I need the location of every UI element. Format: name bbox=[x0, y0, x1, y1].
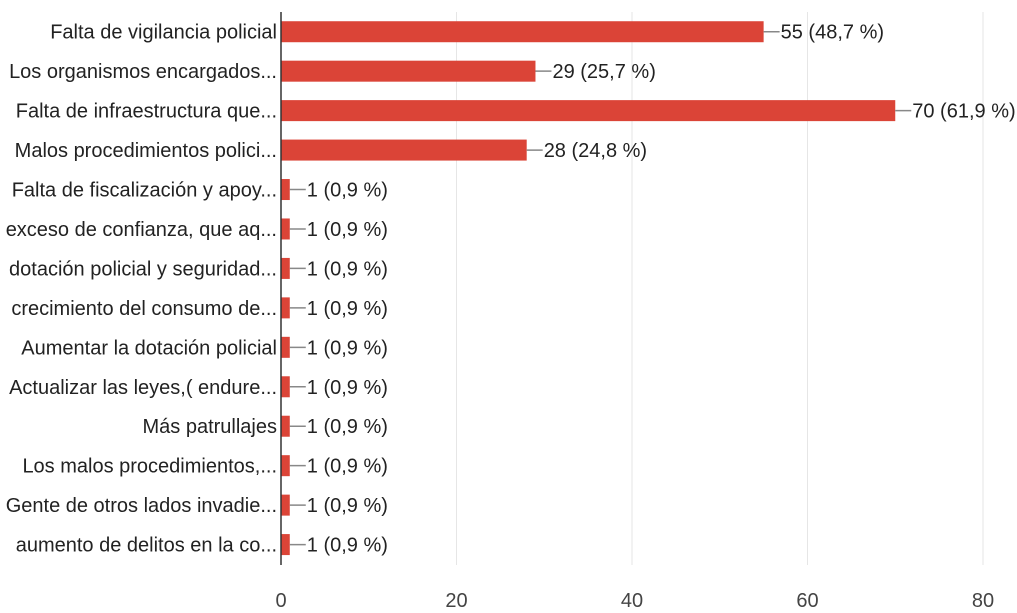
bar bbox=[281, 218, 290, 240]
bar bbox=[281, 297, 290, 319]
data-label: 55 (48,7 %) bbox=[781, 22, 884, 44]
x-tick-label: 20 bbox=[445, 590, 467, 612]
category-label: Los organismos encargados... bbox=[9, 61, 277, 83]
data-label: 1 (0,9 %) bbox=[307, 337, 388, 359]
data-label: 1 (0,9 %) bbox=[307, 535, 388, 557]
label-layer: Falta de vigilancia policial 55 (48,7 %) L… bbox=[6, 22, 1016, 557]
data-label: 1 (0,9 %) bbox=[307, 180, 388, 202]
bar bbox=[281, 455, 290, 477]
category-label: Gente de otros lados invadie... bbox=[6, 495, 277, 517]
bar bbox=[281, 257, 290, 279]
data-label: 1 (0,9 %) bbox=[307, 416, 388, 438]
category-label: Malos procedimientos polici... bbox=[15, 140, 277, 162]
bar bbox=[281, 415, 290, 437]
x-tick-label: 40 bbox=[621, 590, 643, 612]
data-label: 1 (0,9 %) bbox=[307, 456, 388, 478]
category-label: dotación policial y seguridad... bbox=[9, 258, 277, 280]
category-label: exceso de confianza, que aq... bbox=[6, 219, 277, 241]
category-label: Falta de infraestructura que... bbox=[16, 101, 277, 123]
data-label: 1 (0,9 %) bbox=[307, 258, 388, 280]
axis-layer: 0 20 40 60 80 bbox=[275, 12, 994, 612]
bar bbox=[281, 376, 290, 398]
bar-layer bbox=[281, 21, 896, 556]
bar bbox=[281, 21, 764, 43]
data-label: 29 (25,7 %) bbox=[552, 61, 655, 83]
category-label: Falta de vigilancia policial bbox=[50, 22, 277, 44]
category-label: Más patrullajes bbox=[142, 416, 277, 438]
bar bbox=[281, 336, 290, 358]
x-tick-label: 80 bbox=[972, 590, 994, 612]
x-tick-label: 60 bbox=[796, 590, 818, 612]
category-label: crecimiento del consumo de... bbox=[11, 298, 277, 320]
data-label: 1 (0,9 %) bbox=[307, 219, 388, 241]
bar bbox=[281, 534, 290, 556]
data-label: 1 (0,9 %) bbox=[307, 495, 388, 517]
category-label: Falta de fiscalización y apoy... bbox=[12, 180, 277, 202]
bar bbox=[281, 179, 290, 201]
bar bbox=[281, 494, 290, 516]
grid-layer bbox=[456, 12, 984, 565]
data-label: 1 (0,9 %) bbox=[307, 298, 388, 320]
data-label: 70 (61,9 %) bbox=[912, 101, 1015, 123]
x-tick-label: 0 bbox=[275, 590, 286, 612]
category-label: Aumentar la dotación policial bbox=[21, 337, 277, 359]
data-label: 1 (0,9 %) bbox=[307, 377, 388, 399]
category-label: Actualizar las leyes,( endure... bbox=[9, 377, 277, 399]
category-label: Los malos procedimientos,... bbox=[22, 456, 277, 478]
category-label: aumento de delitos en la co... bbox=[16, 535, 277, 557]
bar bbox=[281, 100, 896, 122]
bar bbox=[281, 139, 527, 161]
bar bbox=[281, 60, 536, 82]
data-label: 28 (24,8 %) bbox=[544, 140, 647, 162]
